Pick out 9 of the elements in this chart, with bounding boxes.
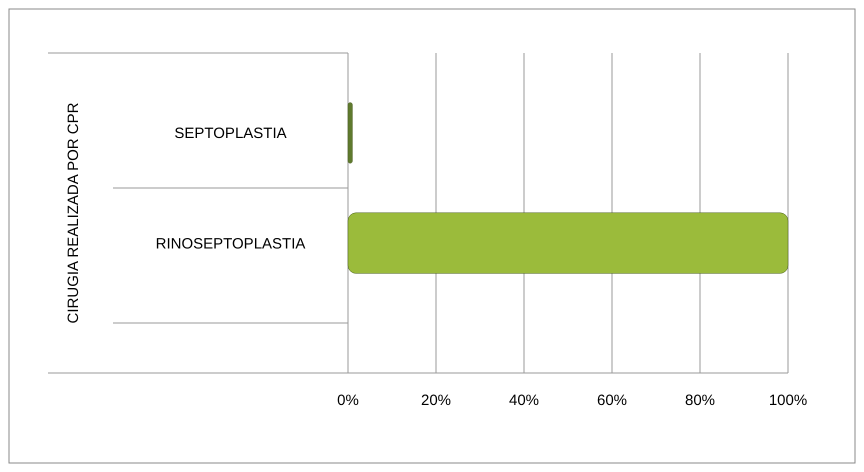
x-tick-label: 40% <box>508 392 540 409</box>
y-axis-title: CIRUGIA REALIZADA POR CPR <box>65 102 82 324</box>
x-tick-label: 0% <box>337 392 359 409</box>
y-tick-label: SEPTOPLASTIA <box>174 125 287 142</box>
x-tick-label: 80% <box>684 392 716 409</box>
x-tick-label: 60% <box>596 392 628 409</box>
x-tick-label: 100% <box>768 392 808 409</box>
x-tick-label: 20% <box>420 392 452 409</box>
y-tick-label: RINOSEPTOPLASTIA <box>156 235 306 252</box>
